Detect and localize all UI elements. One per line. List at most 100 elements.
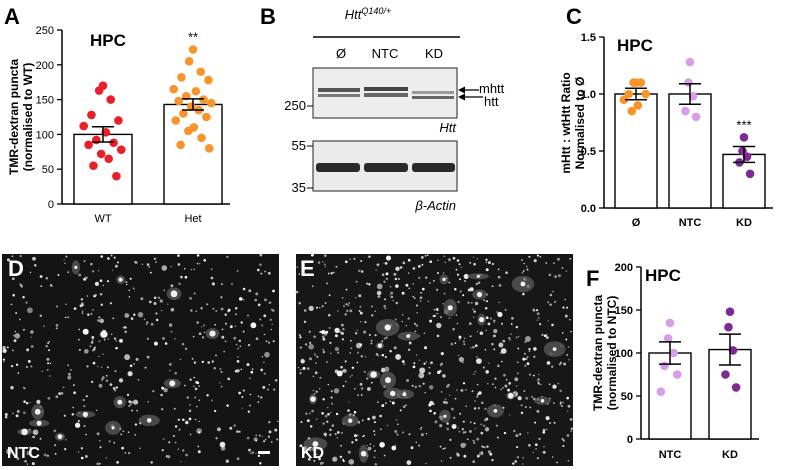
punctum: [493, 348, 496, 351]
punctum: [55, 324, 59, 327]
punctum: [255, 337, 259, 341]
punctum: [184, 347, 188, 350]
punctum: [458, 335, 462, 339]
punctum: [67, 375, 72, 380]
punctum: [484, 407, 487, 411]
punctum: [9, 266, 13, 270]
chart-c: 0.0 0.5 1.0 1.5 mHtt : wtHtt RatioNormalised…: [559, 32, 773, 229]
punctum: [418, 372, 425, 379]
punctum: [198, 332, 202, 336]
punctum: [3, 360, 5, 363]
western-blot: HttQ140/+ Ø NTC KD 250 mhtt htt Htt 55 3…: [284, 6, 504, 213]
punctum: [448, 317, 451, 319]
data-point-f: [665, 318, 675, 328]
punctum: [298, 334, 301, 337]
micrograph-d: D NTC: [2, 253, 279, 466]
punctum: [163, 387, 168, 393]
punctum: [524, 340, 527, 343]
punctum: [559, 402, 562, 405]
punctum: [499, 343, 502, 346]
punctum: [456, 322, 459, 325]
punctum: [15, 312, 18, 314]
punctum: [485, 370, 489, 374]
punctum: [366, 377, 369, 380]
punctum: [368, 283, 371, 286]
punctum: [539, 255, 542, 258]
punctum: [107, 257, 110, 260]
punctum: [373, 456, 376, 459]
punctum: [268, 383, 270, 386]
punctum: [403, 363, 405, 365]
punctum: [526, 362, 530, 366]
bright-punctum: [34, 408, 41, 415]
punctum: [98, 383, 103, 388]
punctum: [437, 370, 441, 374]
punctum: [374, 310, 376, 312]
punctum: [133, 363, 135, 365]
punctum: [458, 263, 461, 266]
punctum: [12, 293, 15, 297]
punctum: [340, 331, 344, 335]
punctum: [528, 350, 531, 353]
punctum: [384, 262, 388, 265]
punctum: [112, 317, 115, 320]
punctum: [39, 275, 43, 278]
punctum: [335, 265, 338, 268]
punctum: [493, 334, 496, 338]
punctum: [347, 409, 350, 412]
punctum: [197, 445, 200, 448]
punctum: [337, 310, 339, 312]
punctum: [570, 430, 572, 432]
punctum: [121, 446, 124, 450]
punctum: [495, 424, 498, 427]
punctum: [489, 317, 493, 320]
punctum: [268, 420, 271, 424]
punctum: [363, 370, 366, 373]
punctum: [127, 371, 133, 377]
data-point-a: [89, 161, 98, 171]
punctum: [389, 286, 392, 288]
punctum: [259, 253, 263, 257]
punctum: [452, 416, 456, 420]
punctum: [473, 262, 476, 266]
punctum: [201, 336, 205, 339]
data-point-c: [627, 106, 637, 116]
punctum: [477, 281, 481, 285]
punctum: [134, 261, 136, 263]
punctum: [300, 421, 303, 424]
punctum: [308, 343, 314, 350]
punctum: [45, 276, 49, 280]
punctum: [525, 265, 528, 268]
punctum: [505, 271, 508, 274]
punctum: [12, 334, 15, 337]
punctum: [106, 366, 109, 369]
punctum: [189, 433, 192, 436]
punctum: [262, 385, 266, 389]
punctum: [353, 257, 356, 260]
punctum: [213, 366, 216, 370]
punctum: [340, 444, 342, 447]
bright-punctum: [406, 334, 411, 338]
punctum: [193, 292, 196, 295]
punctum: [342, 385, 345, 388]
punctum: [101, 376, 105, 380]
bright-punctum: [100, 330, 108, 338]
punctum: [532, 308, 536, 312]
punctum: [182, 418, 185, 422]
punctum: [429, 319, 433, 323]
punctum: [90, 341, 94, 344]
punctum: [251, 368, 254, 370]
punctum: [408, 433, 411, 436]
punctum: [456, 452, 459, 456]
punctum: [484, 349, 487, 351]
punctum: [442, 302, 444, 305]
y-tick-label-a: 50: [42, 164, 54, 176]
punctum: [264, 298, 267, 302]
punctum: [241, 396, 244, 398]
punctum: [497, 268, 500, 271]
punctum: [235, 343, 238, 346]
punctum: [384, 307, 387, 310]
punctum: [407, 348, 411, 352]
punctum: [82, 328, 89, 335]
